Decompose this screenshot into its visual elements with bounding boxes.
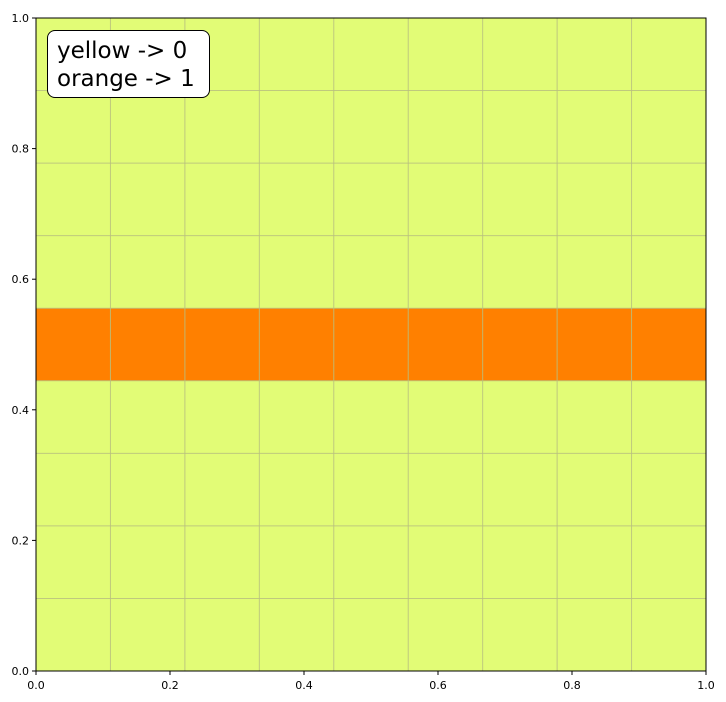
heatmap-cell bbox=[333, 18, 409, 92]
heatmap-cell bbox=[557, 380, 633, 454]
heatmap-cell bbox=[110, 525, 186, 599]
heatmap-cell bbox=[110, 598, 186, 672]
heatmap-cell bbox=[557, 525, 633, 599]
heatmap-cell bbox=[110, 163, 186, 237]
y-tick-label: 0.8 bbox=[12, 143, 30, 156]
heatmap-cell bbox=[259, 453, 335, 527]
heatmap-cell bbox=[408, 308, 484, 382]
heatmap-cell bbox=[631, 18, 707, 92]
heatmap-cell bbox=[631, 525, 707, 599]
heatmap-cell bbox=[557, 90, 633, 164]
heatmap-cell bbox=[36, 90, 111, 164]
colormap-annotation: yellow -> 0 orange -> 1 bbox=[47, 30, 210, 98]
heatmap-cell bbox=[184, 235, 260, 309]
annotation-line-orange: orange -> 1 bbox=[57, 66, 195, 92]
y-tick-label: 0.2 bbox=[12, 534, 30, 547]
heatmap-cell bbox=[110, 308, 186, 382]
y-tick-label: 0.4 bbox=[12, 404, 30, 417]
heatmap-cell bbox=[184, 525, 260, 599]
heatmap-cell bbox=[259, 308, 335, 382]
x-tick-label: 0.6 bbox=[429, 679, 447, 692]
heatmap-cell bbox=[110, 453, 186, 527]
x-tick-label: 0.0 bbox=[27, 679, 45, 692]
heatmap-cell bbox=[557, 453, 633, 527]
heatmap-cell bbox=[482, 90, 558, 164]
heatmap-cell bbox=[557, 18, 633, 92]
heatmap-cell bbox=[333, 525, 409, 599]
heatmap-cell bbox=[482, 308, 558, 382]
heatmap-cell bbox=[36, 308, 111, 382]
heatmap-cell bbox=[333, 598, 409, 672]
heatmap-cell bbox=[631, 90, 707, 164]
heatmap-cell bbox=[408, 235, 484, 309]
heatmap-cell bbox=[259, 235, 335, 309]
heatmap-cell bbox=[631, 453, 707, 527]
heatmap-cell bbox=[557, 235, 633, 309]
x-tick-label: 0.4 bbox=[295, 679, 313, 692]
heatmap-cell bbox=[408, 453, 484, 527]
heatmap-cell bbox=[110, 380, 186, 454]
heatmap-cell bbox=[482, 380, 558, 454]
y-tick-label: 0.6 bbox=[12, 273, 30, 286]
heatmap-cell bbox=[408, 525, 484, 599]
grid-lines bbox=[36, 18, 706, 671]
x-tick-label: 1.0 bbox=[697, 679, 715, 692]
heatmap-cell bbox=[631, 380, 707, 454]
heatmap-cell bbox=[36, 453, 111, 527]
heatmap-cell bbox=[36, 598, 111, 672]
heatmap-cell bbox=[184, 453, 260, 527]
heatmap-cell bbox=[110, 90, 186, 164]
y-tick-label: 1.0 bbox=[12, 12, 30, 25]
heatmap-cell bbox=[259, 90, 335, 164]
heatmap-cell bbox=[36, 525, 111, 599]
heatmap-cell bbox=[333, 163, 409, 237]
heatmap-cell bbox=[408, 380, 484, 454]
heatmap-cell bbox=[184, 598, 260, 672]
heatmap-cell bbox=[259, 598, 335, 672]
heatmap-cell bbox=[557, 598, 633, 672]
heatmap-cell bbox=[482, 525, 558, 599]
heatmap-cell bbox=[259, 163, 335, 237]
plot-frame bbox=[35, 17, 707, 672]
heatmap-cell bbox=[482, 18, 558, 92]
heatmap-cell bbox=[333, 380, 409, 454]
heatmap-cell bbox=[482, 163, 558, 237]
heatmap-cell bbox=[259, 18, 335, 92]
heatmap-cell bbox=[184, 90, 260, 164]
heatmap-cell bbox=[408, 598, 484, 672]
x-axis-ticks: 0.0 0.2 0.4 0.6 0.8 1.0 bbox=[27, 671, 715, 692]
heatmap-cell bbox=[259, 525, 335, 599]
annotation-line-yellow: yellow -> 0 bbox=[57, 38, 188, 64]
heatmap-cell bbox=[184, 163, 260, 237]
heatmap-cell bbox=[631, 308, 707, 382]
heatmap-cell bbox=[259, 380, 335, 454]
x-tick-label: 0.2 bbox=[161, 679, 179, 692]
heatmap-cell bbox=[110, 235, 186, 309]
y-tick-label: 0.0 bbox=[12, 665, 30, 678]
heatmap-cell bbox=[36, 235, 111, 309]
heatmap-cell bbox=[184, 380, 260, 454]
heatmap-cell bbox=[184, 308, 260, 382]
heatmap-cell bbox=[333, 235, 409, 309]
heatmap-cell bbox=[631, 163, 707, 237]
heatmap-cell bbox=[333, 453, 409, 527]
heatmap-cell bbox=[333, 308, 409, 382]
heatmap-cell bbox=[408, 90, 484, 164]
heatmap-cell bbox=[36, 380, 111, 454]
heatmap-cell bbox=[36, 163, 111, 237]
heatmap-cell bbox=[482, 453, 558, 527]
heatmap-cell bbox=[557, 308, 633, 382]
heatmap-cell bbox=[408, 18, 484, 92]
heatmap-cell bbox=[408, 163, 484, 237]
heatmap-cell bbox=[631, 235, 707, 309]
heatmap-cell bbox=[333, 90, 409, 164]
heatmap-cell bbox=[557, 163, 633, 237]
heatmap-cell bbox=[482, 598, 558, 672]
heatmap-cells bbox=[36, 18, 707, 672]
heatmap-cell bbox=[631, 598, 707, 672]
x-tick-label: 0.8 bbox=[563, 679, 581, 692]
heatmap-cell bbox=[482, 235, 558, 309]
y-axis-ticks: 0.0 0.2 0.4 0.6 0.8 1.0 bbox=[12, 12, 36, 678]
